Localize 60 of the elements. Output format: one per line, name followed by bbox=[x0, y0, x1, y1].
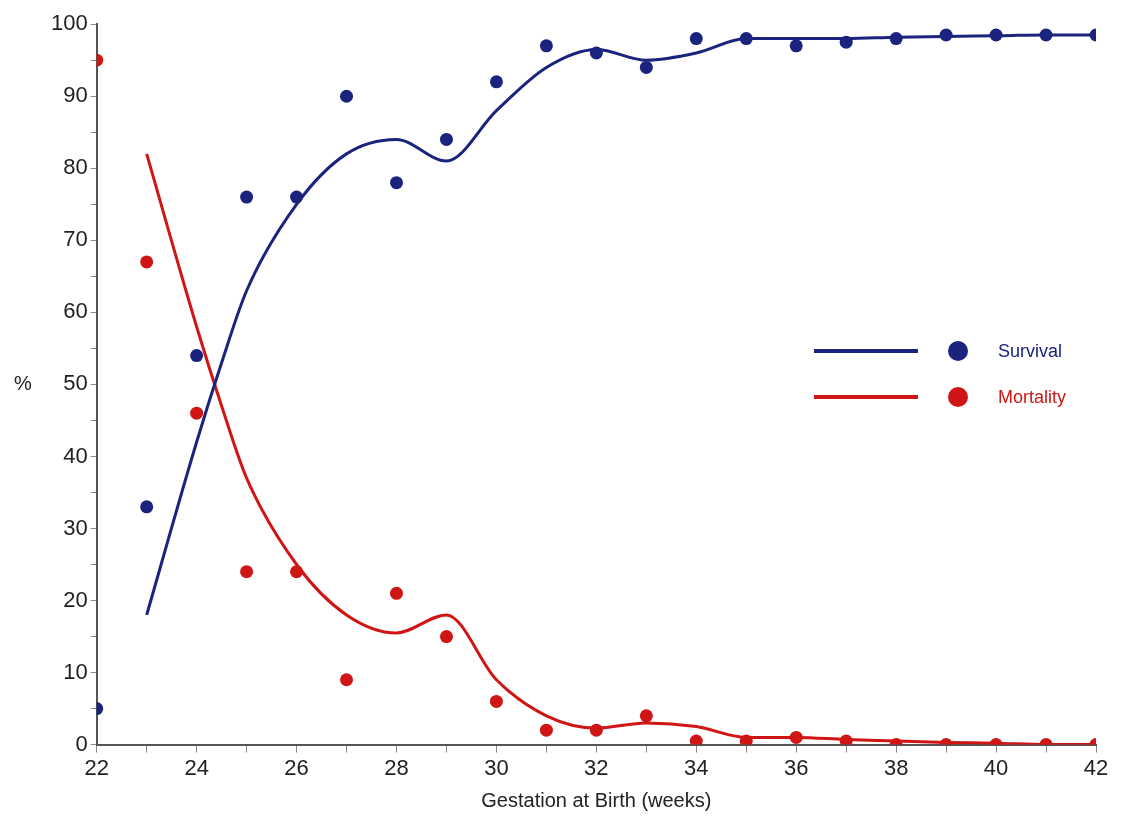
point bbox=[539, 39, 553, 53]
y-tick-label: 60 bbox=[63, 298, 88, 324]
point bbox=[1039, 28, 1053, 42]
y-tick-label: 0 bbox=[75, 730, 88, 756]
point bbox=[140, 255, 154, 269]
y-axis-title: % bbox=[14, 371, 32, 394]
point bbox=[589, 723, 603, 737]
point bbox=[439, 132, 453, 146]
point bbox=[389, 586, 403, 600]
x-tick-label: 40 bbox=[983, 754, 1009, 780]
point bbox=[989, 28, 1003, 42]
point bbox=[340, 673, 354, 687]
point bbox=[489, 75, 503, 89]
y-tick-label: 70 bbox=[63, 226, 88, 252]
x-tick-label: 36 bbox=[783, 754, 809, 780]
point bbox=[340, 89, 354, 103]
point bbox=[789, 730, 803, 744]
point bbox=[489, 694, 503, 708]
y-tick-label: 40 bbox=[63, 442, 88, 468]
x-tick-label: 28 bbox=[384, 754, 409, 780]
point bbox=[589, 46, 603, 60]
x-tick-label: 22 bbox=[84, 754, 109, 780]
point bbox=[839, 35, 853, 49]
x-axis-title: Gestation at Birth (weeks) bbox=[481, 788, 712, 811]
point bbox=[240, 565, 254, 579]
x-tick-label: 38 bbox=[883, 754, 909, 780]
point bbox=[839, 734, 853, 745]
y-tick-label: 80 bbox=[63, 154, 88, 180]
legend-label: Survival bbox=[997, 340, 1063, 362]
point bbox=[539, 723, 553, 737]
point bbox=[190, 406, 204, 420]
point bbox=[639, 60, 653, 74]
point bbox=[140, 500, 154, 514]
x-tick-label: 34 bbox=[684, 754, 709, 780]
point bbox=[439, 630, 453, 644]
y-tick-label: 20 bbox=[63, 586, 88, 612]
y-tick-label: 90 bbox=[63, 82, 88, 108]
point bbox=[240, 190, 254, 204]
x-tick-label: 32 bbox=[584, 754, 609, 780]
y-tick-label: 100 bbox=[50, 10, 88, 36]
y-tick-label: 50 bbox=[63, 370, 88, 396]
point bbox=[939, 28, 953, 42]
point bbox=[889, 32, 903, 46]
x-tick-label: 42 bbox=[1083, 754, 1109, 780]
x-tick-label: 30 bbox=[484, 754, 509, 780]
point bbox=[389, 176, 403, 190]
y-tick-label: 10 bbox=[63, 658, 88, 684]
y-tick-label: 30 bbox=[63, 514, 88, 540]
point bbox=[639, 709, 653, 723]
legend-label: Mortality bbox=[997, 386, 1066, 408]
point bbox=[689, 32, 703, 46]
point bbox=[190, 349, 204, 363]
point bbox=[789, 39, 803, 53]
point bbox=[739, 734, 753, 745]
point bbox=[689, 734, 703, 745]
x-tick-label: 24 bbox=[184, 754, 209, 780]
point bbox=[290, 190, 304, 204]
point bbox=[739, 32, 753, 46]
point bbox=[290, 565, 304, 579]
x-tick-label: 26 bbox=[284, 754, 309, 780]
